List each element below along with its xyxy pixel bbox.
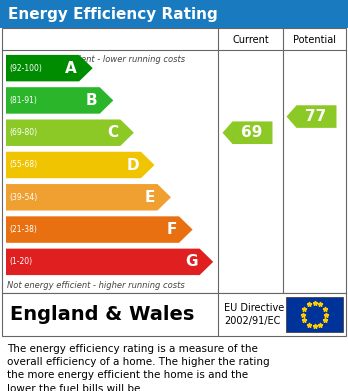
Text: England & Wales: England & Wales bbox=[10, 305, 195, 324]
Text: 2002/91/EC: 2002/91/EC bbox=[224, 316, 280, 326]
Polygon shape bbox=[6, 249, 213, 275]
Bar bbox=[286, 297, 343, 332]
Bar bbox=[2, 293, 346, 336]
Text: G: G bbox=[185, 255, 198, 269]
Text: (81-91): (81-91) bbox=[9, 96, 37, 105]
Text: 69: 69 bbox=[241, 125, 262, 140]
Text: Potential: Potential bbox=[293, 35, 336, 45]
Text: B: B bbox=[86, 93, 98, 108]
Polygon shape bbox=[6, 87, 113, 114]
Polygon shape bbox=[6, 120, 134, 146]
Bar bbox=[2, 28, 346, 293]
Text: (69-80): (69-80) bbox=[9, 128, 37, 137]
Text: D: D bbox=[126, 158, 139, 172]
Polygon shape bbox=[6, 55, 93, 81]
Text: Current: Current bbox=[232, 35, 269, 45]
Text: F: F bbox=[167, 222, 177, 237]
Text: Not energy efficient - higher running costs: Not energy efficient - higher running co… bbox=[7, 282, 185, 291]
Polygon shape bbox=[6, 216, 192, 243]
Text: EU Directive: EU Directive bbox=[224, 303, 284, 313]
Text: (1-20): (1-20) bbox=[9, 257, 32, 266]
Text: 77: 77 bbox=[305, 109, 326, 124]
Text: The energy efficiency rating is a measure of the
overall efficiency of a home. T: The energy efficiency rating is a measur… bbox=[7, 344, 270, 391]
Text: (39-54): (39-54) bbox=[9, 193, 37, 202]
Text: Very energy efficient - lower running costs: Very energy efficient - lower running co… bbox=[7, 54, 185, 63]
Text: (92-100): (92-100) bbox=[9, 64, 42, 73]
Polygon shape bbox=[222, 122, 272, 144]
Text: A: A bbox=[65, 61, 77, 75]
Polygon shape bbox=[6, 152, 155, 178]
Text: (55-68): (55-68) bbox=[9, 160, 37, 170]
Text: Energy Efficiency Rating: Energy Efficiency Rating bbox=[8, 7, 218, 22]
Polygon shape bbox=[286, 105, 337, 128]
Polygon shape bbox=[6, 184, 171, 210]
Bar bbox=[0, 0, 348, 28]
Text: C: C bbox=[107, 125, 118, 140]
Text: E: E bbox=[145, 190, 156, 205]
Text: (21-38): (21-38) bbox=[9, 225, 37, 234]
